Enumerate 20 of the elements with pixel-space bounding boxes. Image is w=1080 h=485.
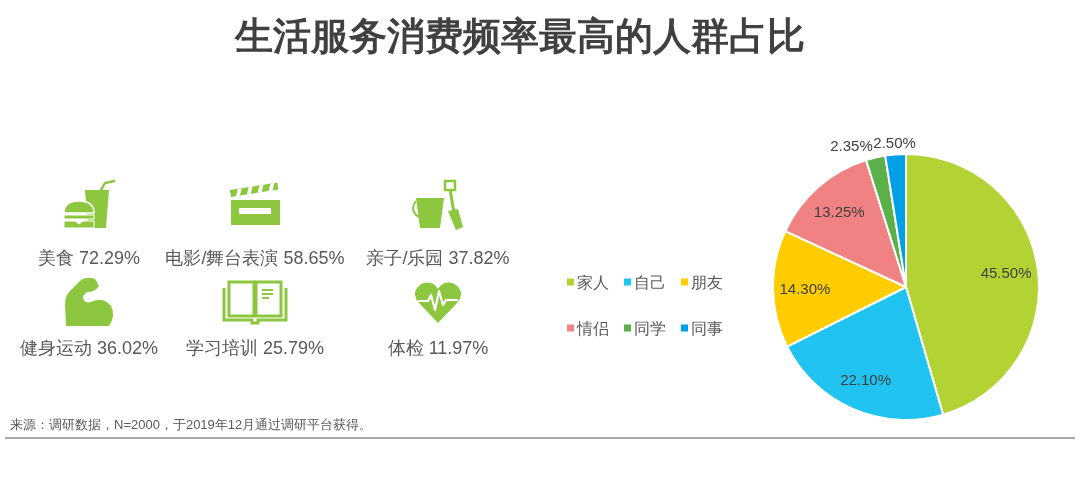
text: 学习培训 25.79% [185, 338, 325, 358]
legend-label: 同学 [634, 319, 666, 337]
data-label: 14.30% [779, 280, 831, 298]
source-note: 来源：调研数据，N=2000，于2019年12月通过调研平台获得。 [10, 416, 373, 432]
data-label: 2.35% [830, 137, 873, 155]
text: 电影/舞台表演 58.65% [165, 248, 345, 268]
data-label: 2.50% [873, 133, 916, 151]
text: 体检 11.97% [387, 338, 489, 358]
legend-label: 家人 [577, 273, 609, 291]
text: 健身运动 36.02% [19, 338, 159, 358]
text: 亲子/乐园 37.82% [366, 248, 510, 268]
legend-label: 自己 [634, 273, 666, 291]
legend-label: 情侣 [576, 319, 609, 337]
data-label: 45.50% [980, 264, 1032, 282]
text: 美食 72.29% [37, 248, 141, 268]
legend-label: 朋友 [691, 273, 723, 291]
legend-label: 同事 [691, 319, 723, 337]
chart-title: 生活服务消费频率最高的人群占比 [234, 15, 805, 57]
data-label: 13.25% [813, 202, 865, 220]
data-label: 22.10% [840, 371, 891, 389]
